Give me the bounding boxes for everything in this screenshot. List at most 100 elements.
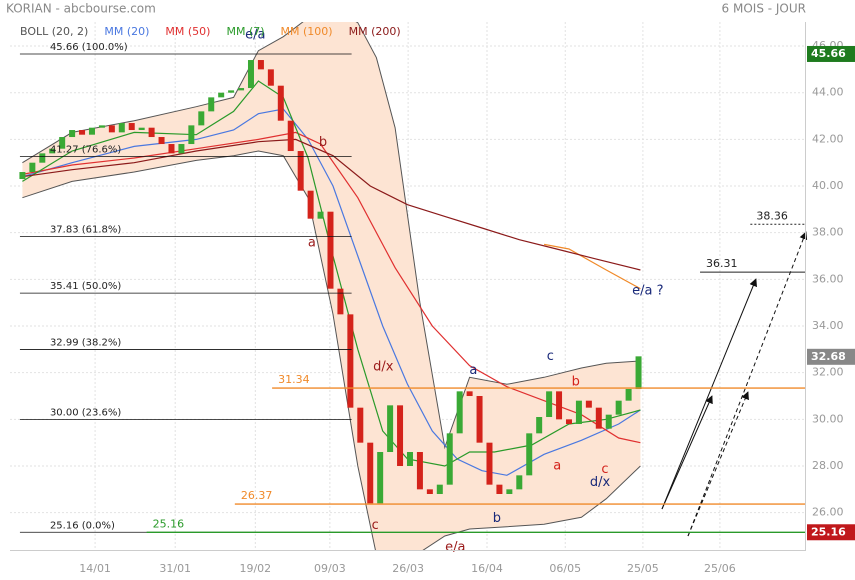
- candle: [317, 211, 324, 219]
- candle: [556, 391, 563, 420]
- fib-label: 35.41 (50.0%): [50, 281, 121, 292]
- candle: [69, 130, 76, 138]
- candle: [188, 125, 195, 145]
- x-tick-label: 25/05: [627, 562, 659, 575]
- candle: [575, 400, 582, 425]
- candle: [327, 211, 334, 289]
- price-badge-label: 32.68: [811, 350, 846, 363]
- candle: [178, 144, 185, 154]
- legend-entry: MM (20): [104, 25, 149, 38]
- candle: [158, 137, 165, 145]
- wave-label: e/a: [445, 540, 465, 555]
- candle: [476, 396, 483, 443]
- price-badge-label: 45.66: [811, 47, 846, 60]
- level-label: 36.31: [706, 257, 738, 270]
- wave-label: a: [308, 236, 316, 251]
- x-tick-label: 31/01: [159, 562, 191, 575]
- candle: [536, 417, 543, 434]
- candle: [307, 190, 314, 219]
- x-tick-label: 25/06: [704, 562, 736, 575]
- bollinger-upper: [22, 22, 641, 450]
- candle: [88, 127, 95, 135]
- candle: [128, 123, 135, 131]
- candle: [565, 419, 572, 425]
- plot-area: [19, 22, 642, 550]
- level-label: 26.37: [241, 489, 273, 502]
- candle: [277, 85, 284, 121]
- price-badge: [807, 348, 855, 365]
- candle: [297, 151, 304, 191]
- candle: [347, 314, 354, 408]
- bottom-axis-line: [10, 550, 806, 551]
- candle: [39, 153, 46, 163]
- candle: [19, 172, 26, 180]
- candle: [496, 484, 503, 495]
- overlay: 45.66 (100.0%) 41.27 (76.6%) 37.83 (61.8%)…: [19, 28, 808, 555]
- candle: [198, 111, 205, 126]
- candle: [416, 452, 423, 490]
- legend-entry: MM (200): [349, 25, 401, 38]
- candle: [218, 92, 225, 98]
- wave-label: a: [553, 459, 561, 474]
- candle: [377, 452, 384, 504]
- candle: [228, 90, 235, 93]
- bollinger-lower: [22, 150, 641, 550]
- chart-title: KORIAN - abcbourse.com: [6, 2, 156, 16]
- moving-average: [22, 131, 641, 444]
- y-tick-label: 34.00: [812, 319, 844, 332]
- candle: [138, 127, 145, 131]
- candle: [456, 391, 463, 434]
- x-tick-label: 19/02: [239, 562, 271, 575]
- moving-average: [22, 138, 641, 271]
- fib-label: 30.00 (23.6%): [50, 407, 121, 418]
- candle: [267, 69, 274, 86]
- price-badge: [807, 45, 855, 62]
- candle: [506, 489, 513, 495]
- candle: [118, 123, 125, 133]
- projection-arrow: [661, 395, 713, 510]
- candle: [337, 288, 344, 315]
- candle: [615, 400, 622, 415]
- wave-label: a: [469, 363, 477, 378]
- y-tick-label: 30.00: [812, 412, 844, 425]
- candle: [387, 405, 394, 453]
- period-label: 6 MOIS - JOUR: [722, 2, 806, 16]
- candle: [546, 391, 553, 418]
- level-label: 38.36: [756, 209, 788, 222]
- projection-arrow-dashed: [687, 391, 749, 537]
- candle: [148, 127, 155, 138]
- level-label: 31.34: [278, 373, 310, 386]
- candle: [595, 407, 602, 429]
- wave-label: d/x: [590, 475, 611, 490]
- wave-label: e/a: [245, 28, 265, 43]
- fib-label: 37.83 (61.8%): [50, 225, 121, 236]
- price-badge-label: 25.16: [811, 525, 846, 538]
- y-tick-label: 38.00: [812, 226, 844, 239]
- fib-label: 45.66 (100.0%): [50, 42, 128, 53]
- x-tick-label: 06/05: [549, 562, 581, 575]
- legend-entry: MM (100): [281, 25, 333, 38]
- wave-label: d/x: [373, 359, 394, 374]
- candle: [238, 88, 245, 91]
- y-tick-label: 44.00: [812, 86, 844, 99]
- candle: [466, 391, 473, 397]
- x-tick-label: 26/03: [392, 562, 424, 575]
- fib-label: 25.16 (0.0%): [50, 520, 115, 531]
- candle: [605, 414, 612, 429]
- candle: [526, 433, 533, 476]
- legend-entry: BOLL (20, 2): [20, 25, 88, 38]
- y-tick-label: 28.00: [812, 459, 844, 472]
- y-tick-label: 36.00: [812, 272, 844, 285]
- candle: [486, 442, 493, 485]
- projection-arrow-dashed: [687, 231, 808, 537]
- moving-average: [543, 243, 641, 290]
- y-tick-label: 32.00: [812, 366, 844, 379]
- candle: [208, 97, 215, 112]
- candle: [625, 389, 632, 401]
- fib-label: 41.27 (76.6%): [50, 144, 121, 155]
- candle: [585, 400, 592, 408]
- projection-arrow: [661, 278, 757, 510]
- fib-label: 32.99 (38.2%): [50, 338, 121, 349]
- x-tick-label: 09/03: [314, 562, 346, 575]
- wave-label: b: [493, 511, 501, 526]
